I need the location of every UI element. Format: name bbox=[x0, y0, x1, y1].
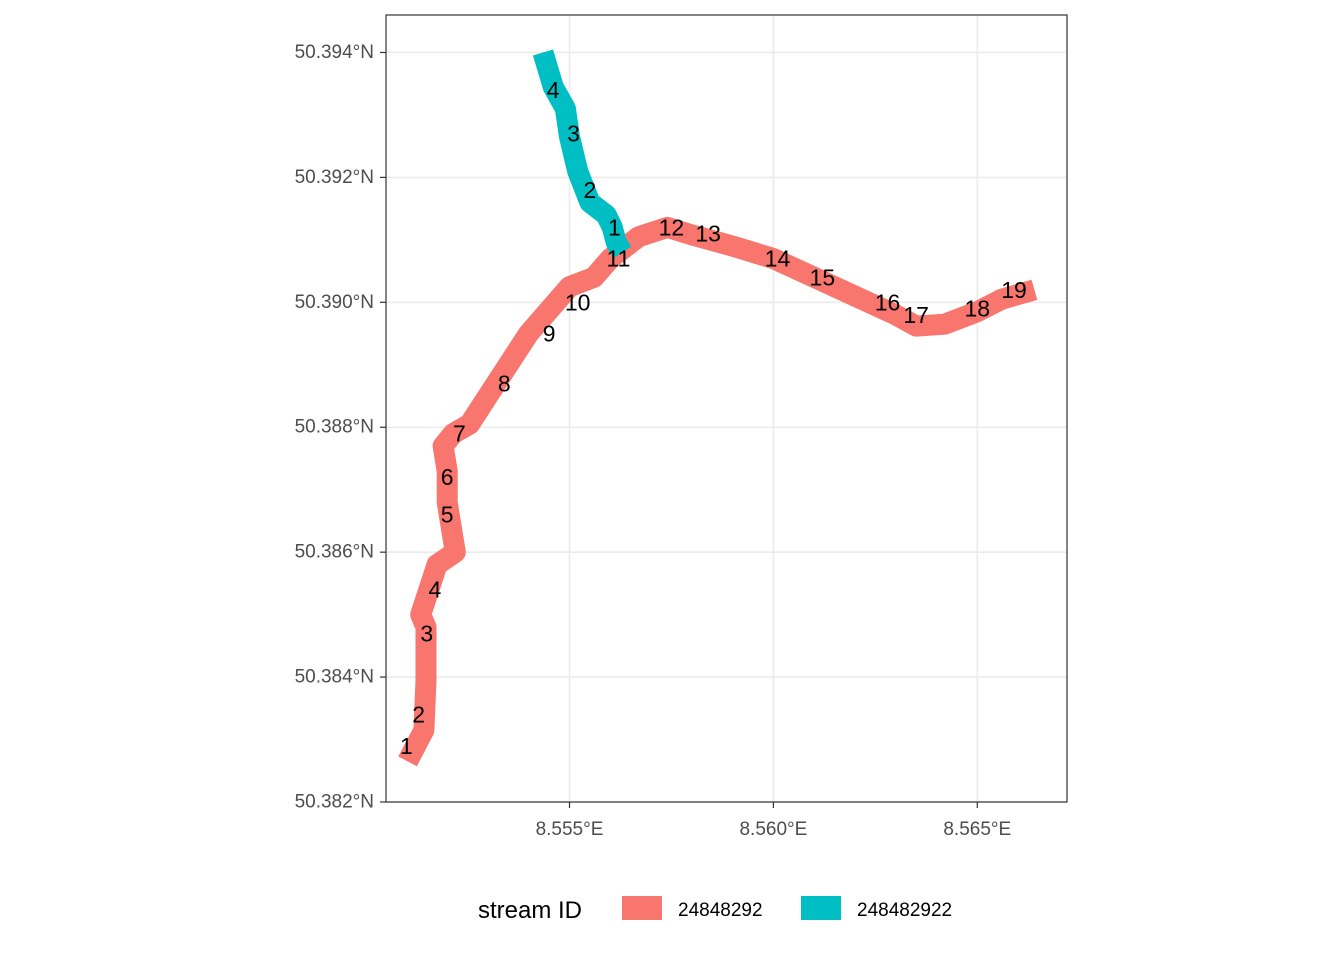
segment-label-24848292-10: 10 bbox=[565, 289, 591, 315]
legend-key-24848292 bbox=[622, 896, 662, 920]
y-tick-label-3: 50.386°N bbox=[295, 542, 374, 563]
segment-label-24848292-1: 1 bbox=[400, 733, 413, 759]
y-tick-label-2: 50.384°N bbox=[295, 667, 374, 688]
y-tick-label-6: 50.392°N bbox=[295, 167, 374, 188]
segment-label-24848292-15: 15 bbox=[810, 264, 836, 290]
segment-label-24848292-13: 13 bbox=[695, 221, 721, 247]
stream-line-248482922 bbox=[532, 49, 632, 259]
segment-label-24848292-5: 5 bbox=[441, 502, 454, 528]
segment-label-24848292-12: 12 bbox=[659, 214, 685, 240]
segment-label-24848292-6: 6 bbox=[441, 464, 454, 490]
segment-label-24848292-14: 14 bbox=[765, 246, 791, 272]
segment-label-248482922-3: 3 bbox=[567, 121, 580, 147]
grid-lines bbox=[386, 15, 1067, 803]
legend-title: stream ID bbox=[478, 897, 582, 924]
legend-label-24848292: 24848292 bbox=[678, 900, 763, 921]
segment-label-248482922-1: 1 bbox=[608, 214, 621, 240]
stream-line-24848292 bbox=[398, 216, 1038, 767]
x-tick-label-3: 8.565°E bbox=[943, 819, 1011, 840]
stream-lines bbox=[398, 49, 1038, 767]
legend: stream ID 24848292 248482922 bbox=[478, 896, 952, 924]
segment-label-248482922-2: 2 bbox=[583, 177, 596, 203]
segment-label-24848292-8: 8 bbox=[498, 371, 511, 397]
axis-ticks: 8.555°E 8.560°E 8.565°E 50.382°N 50.384°N 50.… bbox=[295, 42, 1012, 840]
segment-label-24848292-9: 9 bbox=[543, 321, 556, 347]
segment-label-24848292-2: 2 bbox=[412, 702, 425, 728]
segment-label-24848292-11: 11 bbox=[606, 246, 630, 272]
segment-label-24848292-19: 19 bbox=[1001, 277, 1027, 303]
plot-panel-border bbox=[385, 14, 1068, 803]
segment-label-24848292-17: 17 bbox=[903, 302, 929, 328]
legend-key-248482922 bbox=[801, 896, 841, 920]
y-tick-label-5: 50.390°N bbox=[295, 292, 374, 313]
segment-label-24848292-16: 16 bbox=[875, 289, 901, 315]
segment-label-24848292-18: 18 bbox=[964, 296, 990, 322]
x-tick-label-2: 8.560°E bbox=[739, 819, 807, 840]
legend-label-248482922: 248482922 bbox=[857, 900, 952, 921]
segment-label-248482922-4: 4 bbox=[547, 77, 560, 103]
x-tick-label-1: 8.555°E bbox=[536, 819, 604, 840]
segment-label-24848292-7: 7 bbox=[453, 420, 466, 446]
segment-label-24848292-4: 4 bbox=[429, 577, 442, 603]
y-tick-label-4: 50.388°N bbox=[295, 417, 374, 438]
plot-panel-background bbox=[386, 15, 1067, 802]
y-tick-label-1: 50.382°N bbox=[295, 792, 374, 813]
y-tick-label-7: 50.394°N bbox=[295, 42, 374, 63]
segment-label-24848292-3: 3 bbox=[420, 620, 433, 646]
